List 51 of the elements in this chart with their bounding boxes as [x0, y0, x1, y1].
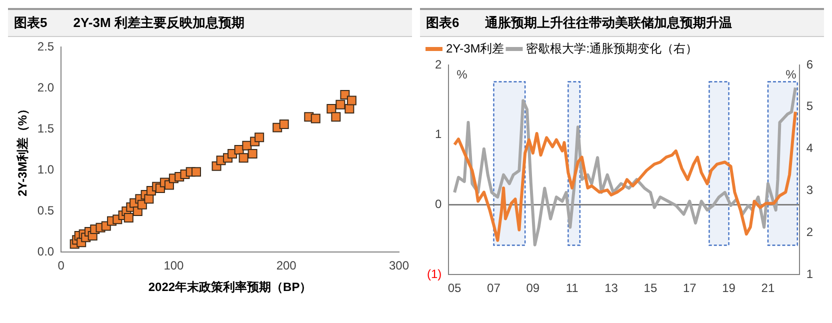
point: [331, 112, 341, 122]
y-tick-label: 2.5: [37, 40, 54, 54]
y-tick-label: 1.0: [37, 162, 54, 177]
point: [326, 104, 336, 114]
point: [192, 167, 201, 177]
y2-tick-label: 2: [806, 224, 814, 239]
annotation: %: [786, 67, 797, 82]
x-tick-label: 200: [276, 258, 297, 273]
x-axis-title: 2022年末政策利率预期（BP）: [148, 280, 312, 294]
point: [144, 194, 154, 204]
y2-tick-label: 4: [806, 141, 814, 156]
y-tick-label: 0.5: [37, 204, 54, 218]
y-tick-label: 0: [434, 197, 442, 212]
x-tick-label: 21: [761, 281, 775, 296]
point: [346, 96, 356, 106]
legend-label: 2Y-3M利差: [446, 41, 504, 56]
point: [340, 90, 350, 100]
point: [124, 213, 134, 223]
x-tick-label: 09: [526, 281, 540, 296]
x-tick-label: 300: [388, 258, 410, 273]
chart-title: 图表5 2Y-3M 利差主要反映加息预期: [8, 8, 412, 37]
x-tick-label: 0: [58, 258, 65, 273]
y2-tick-label: 6: [806, 57, 814, 72]
point: [336, 100, 346, 110]
y2-tick-label: 1: [806, 266, 814, 281]
x-tick-label: 11: [566, 281, 579, 296]
y-tick-label: 0.0: [37, 244, 54, 259]
y2-tick-label: 5: [806, 99, 814, 114]
legend-label: 密歇根大学:通胀预期变化（右）: [526, 41, 698, 56]
x-tick-label: 15: [644, 281, 658, 296]
y-tick-label: 2: [434, 57, 442, 72]
point: [310, 114, 320, 124]
y-tick-label: (1): [426, 266, 442, 281]
chart-title: 图表6 通胀预期上升往往带动美联储加息预期升温: [420, 8, 824, 37]
point: [248, 149, 258, 159]
x-tick-label: 13: [604, 281, 618, 296]
y-tick-label: 2.0: [37, 80, 54, 95]
x-tick-label: 100: [164, 258, 184, 273]
point: [279, 120, 289, 130]
y-tick-label: 1.5: [37, 122, 54, 136]
point: [344, 104, 354, 114]
point: [254, 132, 264, 142]
y-tick-label: 1: [434, 127, 442, 142]
x-tick-label: 19: [722, 281, 736, 296]
y-axis-title: 2Y-3M利差（%）: [16, 103, 30, 196]
y2-tick-label: 3: [806, 183, 814, 198]
x-tick-label: 05: [448, 281, 462, 296]
annotation: %: [456, 67, 468, 82]
point: [238, 153, 248, 163]
x-tick-label: 07: [487, 281, 501, 296]
x-tick-label: 17: [682, 281, 697, 296]
